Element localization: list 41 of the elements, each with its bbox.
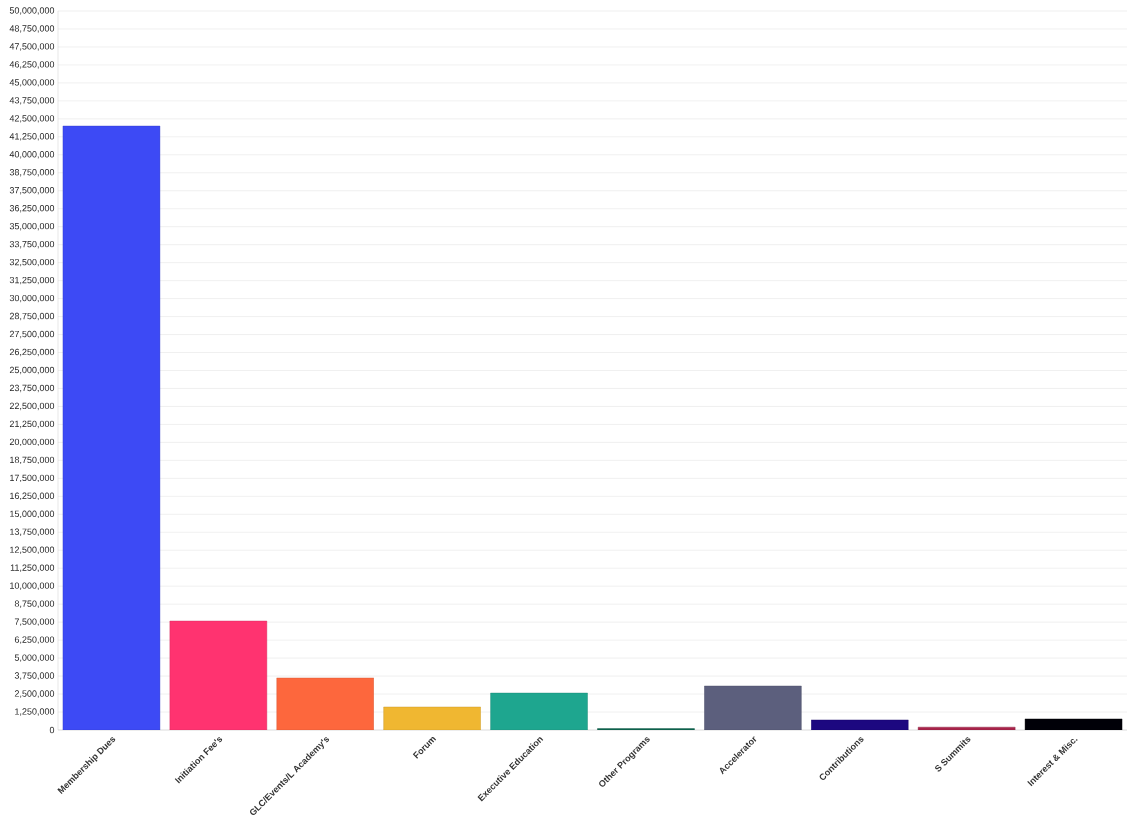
y-tick-label: 31,250,000 [9, 276, 55, 285]
y-tick-label: 20,000,000 [9, 438, 55, 447]
y-tick-label: 10,000,000 [10, 582, 55, 590]
y-tick-label: 32,500,000 [9, 258, 55, 267]
y-tick-label: 22,500,000 [9, 402, 55, 411]
y-tick-label: 50,000,000 [9, 7, 55, 15]
y-tick-label: 28,750,000 [9, 312, 55, 321]
y-tick-label: 42,500,000 [9, 115, 55, 123]
y-tick-label: 8,750,000 [14, 600, 55, 608]
y-tick-label: 40,000,000 [9, 151, 55, 159]
y-tick-label: 38,750,000 [9, 169, 55, 177]
y-tick-label: 48,750,000 [9, 25, 55, 33]
y-tick-label: 7,500,000 [14, 618, 55, 626]
y-tick-label: 17,500,000 [10, 474, 55, 483]
y-tick-label: 27,500,000 [9, 330, 55, 339]
y-tick-label: 12,500,000 [10, 546, 55, 554]
y-tick-label: 5,000,000 [14, 654, 55, 662]
y-tick-label: 6,250,000 [14, 636, 55, 644]
y-tick-label: 43,750,000 [9, 97, 55, 105]
y-tick-label: 0 [49, 726, 55, 734]
y-tick-label: 33,750,000 [9, 240, 55, 249]
y-tick-label: 37,500,000 [9, 187, 55, 195]
y-tick-label: 30,000,000 [9, 294, 55, 303]
y-tick-label: 47,500,000 [9, 43, 55, 51]
y-tick-label: 36,250,000 [9, 205, 55, 213]
y-tick-label: 26,250,000 [9, 348, 55, 357]
y-tick-label: 11,250,000 [10, 564, 55, 572]
y-tick-label: 13,750,000 [10, 528, 55, 536]
y-tick-label: 46,250,000 [9, 61, 55, 69]
y-tick-label: 41,250,000 [9, 133, 55, 141]
y-tick-label: 23,750,000 [9, 384, 55, 393]
y-tick-label: 25,000,000 [9, 366, 55, 375]
y-tick-label: 16,250,000 [10, 492, 55, 501]
y-tick-label: 35,000,000 [9, 222, 55, 231]
y-tick-label: 45,000,000 [9, 79, 55, 87]
y-tick-label: 3,750,000 [14, 672, 55, 680]
y-tick-label: 1,250,000 [15, 708, 55, 716]
y-tick-label: 21,250,000 [9, 420, 55, 429]
y-tick-label: 15,000,000 [10, 510, 55, 519]
y-tick-label: 2,500,000 [14, 690, 55, 698]
y-tick-label: 18,750,000 [10, 456, 55, 465]
